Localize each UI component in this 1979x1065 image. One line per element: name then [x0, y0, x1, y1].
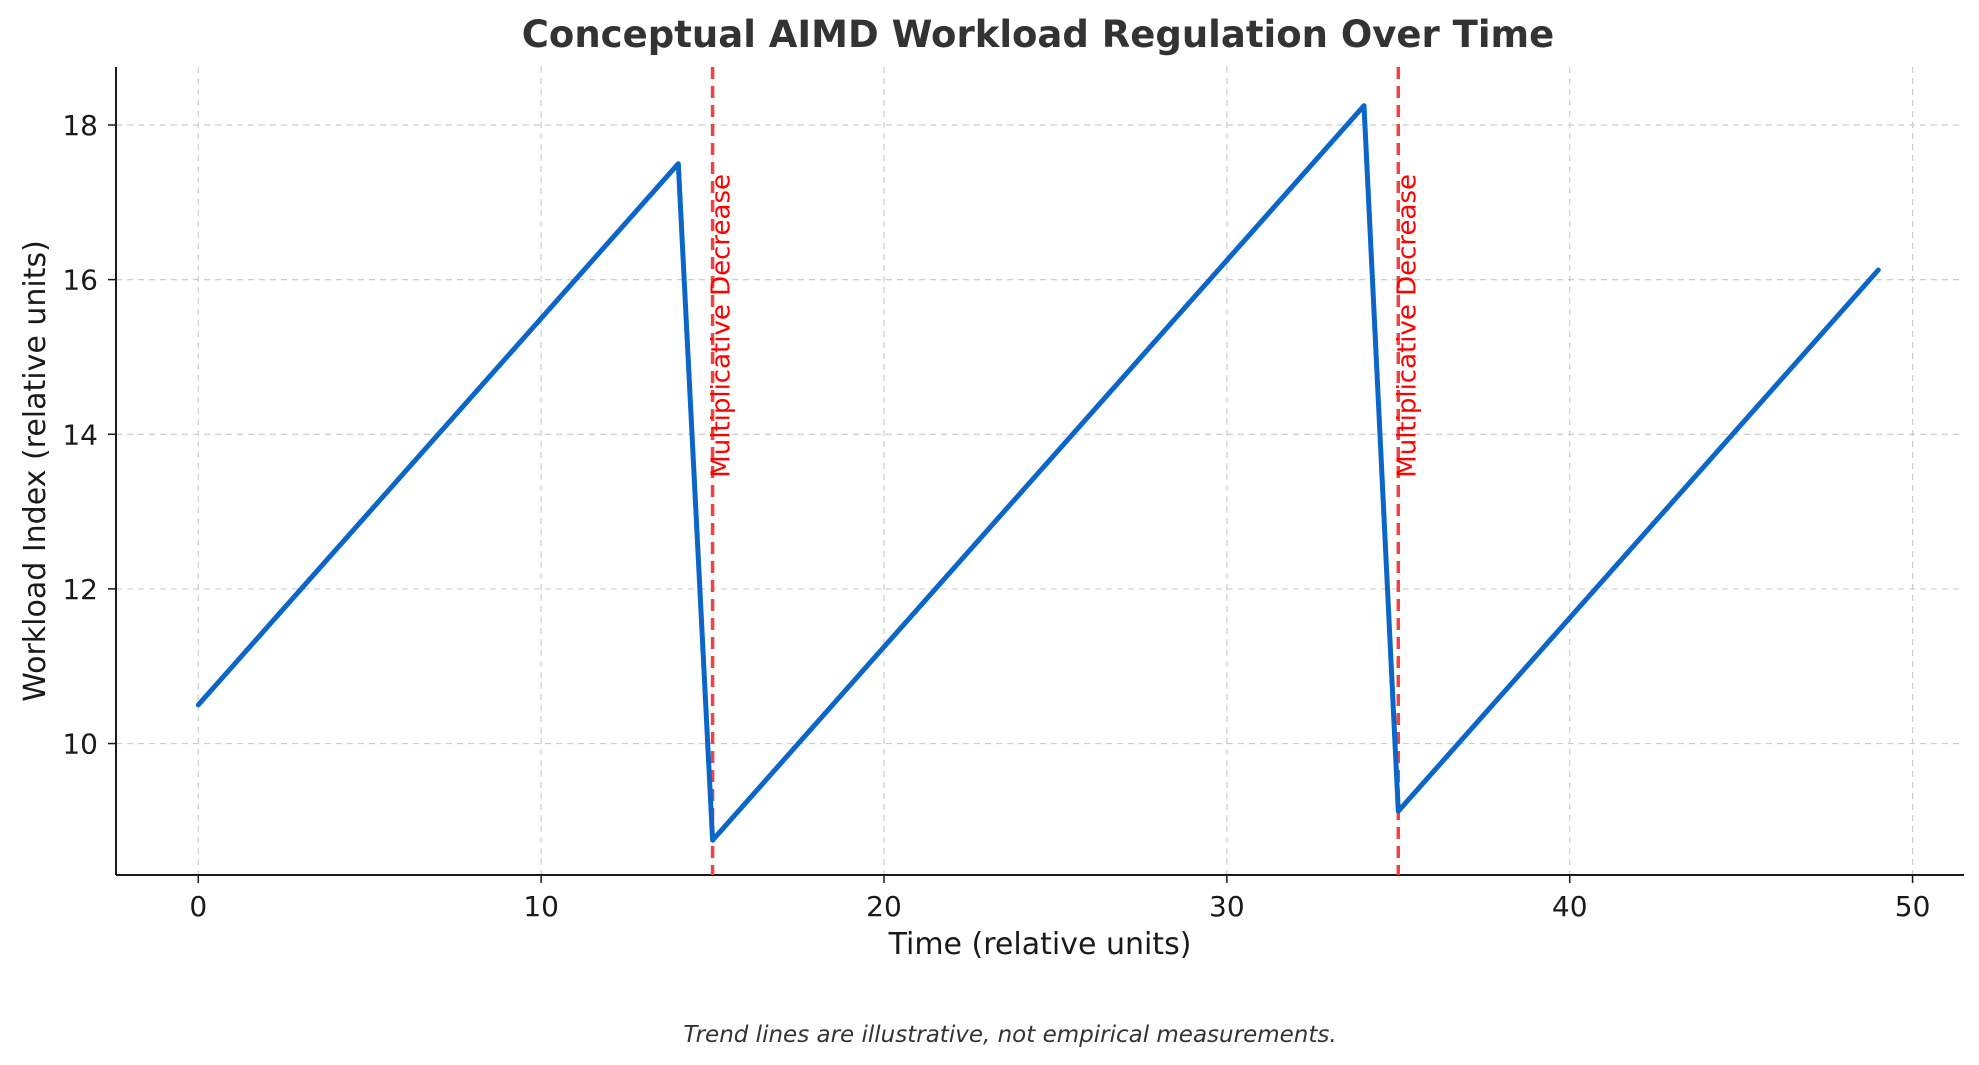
y-tick-label: 16	[62, 264, 98, 297]
x-tick-label: 50	[1895, 890, 1931, 923]
y-axis-label: Workload Index (relative units)	[18, 240, 53, 702]
y-tick-label: 14	[62, 418, 98, 451]
y-tick-label: 10	[62, 728, 98, 761]
series	[195, 103, 1881, 843]
multiplicative-decrease-label: Multiplicative Decrease	[707, 174, 737, 478]
chart-caption: Trend lines are illustrative, not empiri…	[683, 1022, 1336, 1048]
workload-series-line	[195, 103, 1881, 843]
multiplicative-decrease-label: Multiplicative Decrease	[1392, 174, 1422, 478]
x-tick-label: 20	[866, 890, 902, 923]
x-axis-label: Time (relative units)	[888, 927, 1192, 962]
x-tick-label: 30	[1209, 890, 1245, 923]
annotations: Multiplicative Decrease Multiplicative De…	[707, 67, 1422, 875]
grid	[116, 67, 1964, 875]
y-tick-label: 18	[62, 109, 98, 142]
ticks: 0 10 20 30 40 50 10 12 14 16 18	[62, 109, 1930, 923]
y-tick-label: 12	[62, 573, 98, 606]
chart-title: Conceptual AIMD Workload Regulation Over…	[522, 13, 1554, 56]
x-tick-label: 0	[189, 890, 207, 923]
axes	[115, 67, 1964, 876]
x-tick-label: 10	[523, 890, 559, 923]
x-tick-label: 40	[1552, 890, 1588, 923]
